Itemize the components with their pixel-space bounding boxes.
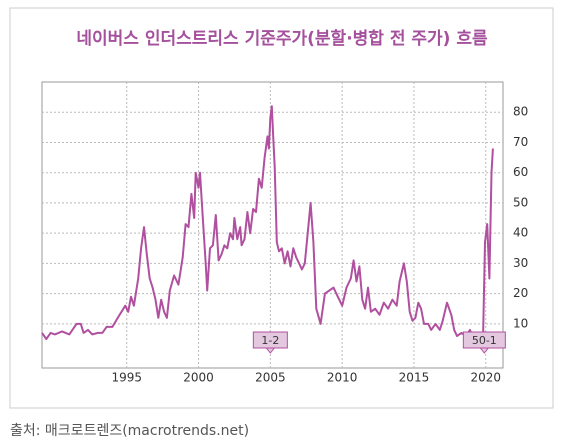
x-tick-label: 2000 bbox=[183, 371, 214, 385]
x-tick-label: 2020 bbox=[470, 371, 501, 385]
chart-frame bbox=[9, 7, 554, 409]
annotation-pointer bbox=[265, 347, 276, 354]
y-tick-label: 40 bbox=[513, 226, 528, 240]
x-tick-label: 2010 bbox=[327, 371, 358, 385]
y-tick-label: 10 bbox=[513, 316, 528, 330]
line bbox=[41, 105, 494, 346]
x-tick-label: 2005 bbox=[255, 371, 286, 385]
y-tick-label: 50 bbox=[513, 195, 528, 209]
source: 출처: 매크로트렌즈(macrotrends.net) bbox=[10, 423, 250, 439]
x-tick-label: 2015 bbox=[399, 371, 430, 385]
annotation-pointer bbox=[479, 347, 490, 354]
x-tick-label: 1995 bbox=[111, 371, 142, 385]
annotation: 1-2 bbox=[261, 334, 279, 347]
annotation: 50-1 bbox=[472, 334, 497, 347]
y-tick-label: 60 bbox=[513, 165, 528, 179]
y-tick-label: 70 bbox=[513, 135, 528, 149]
y-tick-label: 20 bbox=[513, 286, 528, 300]
y-tick-label: 80 bbox=[513, 105, 528, 119]
y-tick-label: 30 bbox=[513, 256, 528, 270]
chart: 네이버스 인더스트리스 기준주가(분할·병합 전 주가) 흐름 10 20 30 40… bbox=[9, 7, 554, 409]
chart-title: 네이버스 인더스트리스 기준주가(분할·병합 전 주가) 흐름 bbox=[76, 28, 488, 49]
